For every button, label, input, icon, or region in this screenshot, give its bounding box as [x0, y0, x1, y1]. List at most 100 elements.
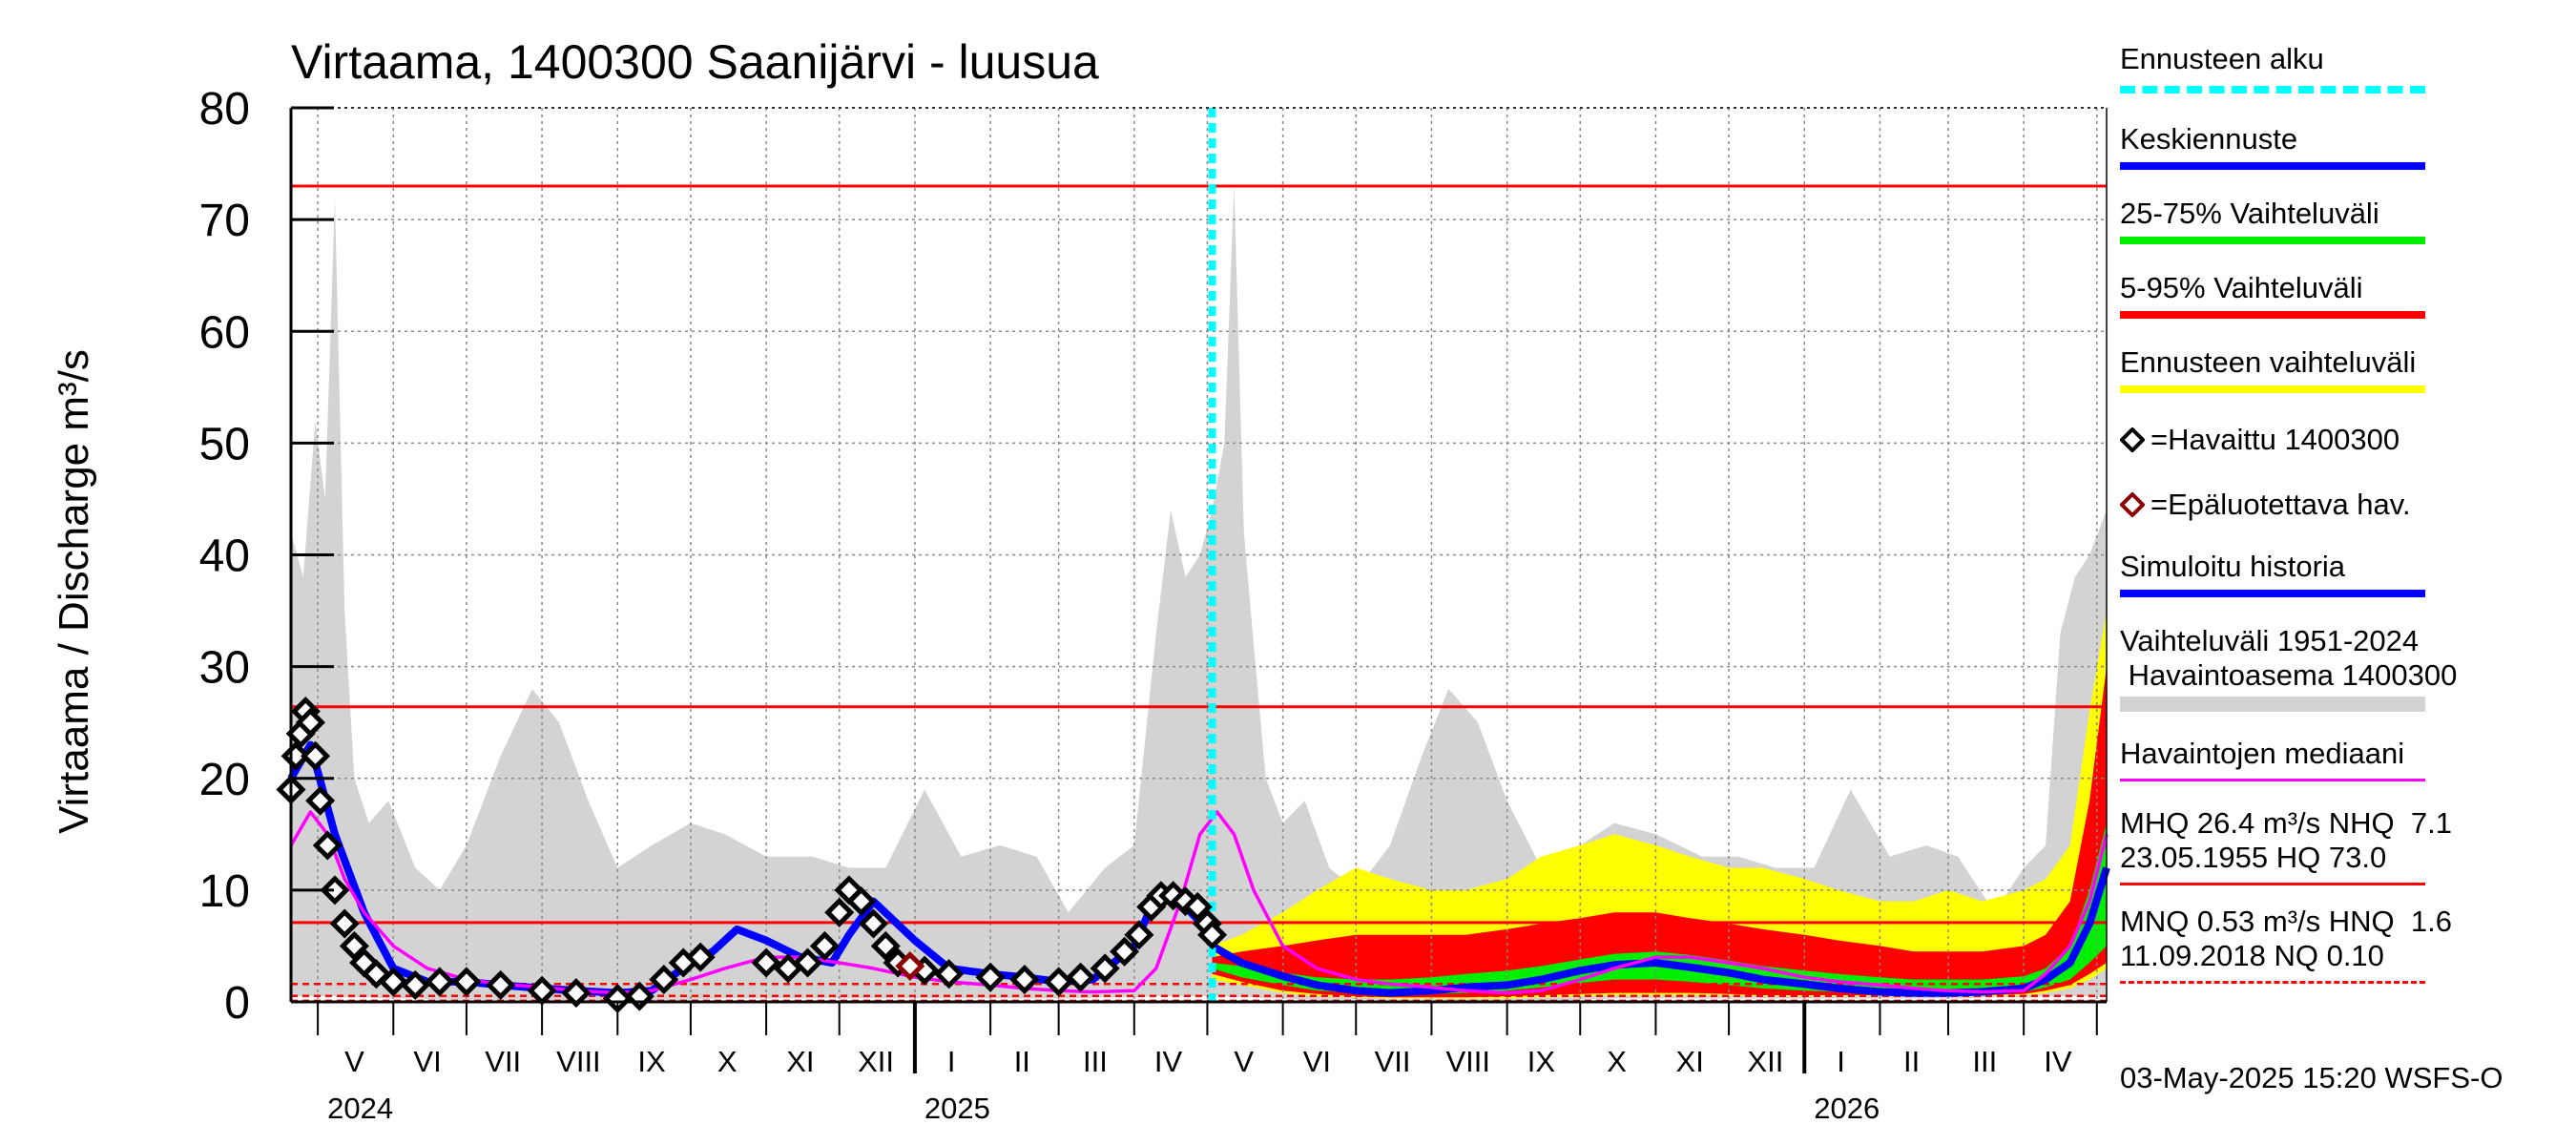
legend-forecast-start-swatch	[2120, 86, 2425, 94]
month-label-18: XI	[1676, 1045, 1704, 1078]
legend-simulated-swatch	[2120, 590, 2425, 597]
marker-0-25	[751, 947, 781, 978]
y-axis-label: Virtaama / Discharge m³/s	[51, 349, 97, 834]
marker-0-4	[295, 707, 325, 738]
marker-0-42	[1110, 936, 1140, 967]
legend-mean-forecast-swatch	[2120, 162, 2425, 170]
y-tick-label-80: 80	[199, 84, 250, 135]
month-label-20: I	[1837, 1045, 1845, 1078]
month-label-3: VIII	[556, 1045, 601, 1078]
legend-mnq: MNQ 0.53 m³/s HNQ 1.6 11.09.2018 NQ 0.10	[2120, 905, 2568, 984]
marker-0-33	[870, 930, 901, 961]
marker-0-24	[685, 942, 716, 972]
legend-range-5-95-label: 5-95% Vaihteluväli	[2120, 271, 2363, 304]
legend-mnq-label-1: MNQ 0.53 m³/s HNQ 1.6	[2120, 905, 2452, 938]
month-label-1: VI	[413, 1045, 441, 1078]
marker-0-48	[1182, 891, 1213, 922]
legend-hist-range: Vaihteluväli 1951-2024 Havaintoasema 140…	[2120, 624, 2568, 712]
legend-hist-range-label-1: Vaihteluväli 1951-2024	[2120, 624, 2420, 657]
legend-simulated: Simuloitu historia	[2120, 550, 2568, 597]
legend: Ennusteen alku Keskiennuste 25-75% Vaiht…	[2120, 42, 2568, 993]
month-label-19: XII	[1747, 1045, 1783, 1078]
legend-observed: =Havaittu 1400300	[2120, 420, 2568, 460]
month-label-12: V	[1234, 1045, 1254, 1078]
marker-0-39	[1044, 967, 1074, 997]
month-label-6: XI	[786, 1045, 814, 1078]
legend-observed-label: =Havaittu 1400300	[2150, 423, 2400, 456]
legend-range-5-95: 5-95% Vaihteluväli	[2120, 271, 2568, 319]
month-label-17: X	[1607, 1045, 1627, 1078]
month-label-15: VIII	[1445, 1045, 1490, 1078]
month-label-8: I	[947, 1045, 956, 1078]
legend-hist-range-swatch	[2120, 697, 2425, 712]
legend-mean-forecast-label: Keskiennuste	[2120, 122, 2298, 156]
marker-0-31	[846, 886, 877, 917]
month-label-7: XII	[858, 1045, 894, 1078]
year-label-2026: 2026	[1814, 1092, 1880, 1125]
legend-forecast-start: Ennusteen alku	[2120, 42, 2568, 94]
marker-0-10	[339, 930, 369, 961]
legend-mhq-label-2: 23.05.1955 HQ 73.0	[2120, 841, 2387, 874]
marker-0-8	[320, 875, 350, 906]
marker-1-0	[895, 950, 925, 982]
legend-range-25-75: 25-75% Vaihteluväli	[2120, 197, 2568, 244]
legend-median-swatch	[2120, 779, 2425, 781]
band-2	[1212, 666, 2107, 998]
y-tick-label-70: 70	[199, 196, 250, 246]
month-label-23: IV	[2044, 1045, 2072, 1078]
marker-0-7	[312, 830, 343, 861]
legend-forecast-start-label: Ennusteen alku	[2120, 42, 2324, 75]
marker-0-17	[486, 969, 516, 1000]
month-label-13: VI	[1303, 1045, 1331, 1078]
legend-simulated-label: Simuloitu historia	[2120, 550, 2346, 583]
marker-0-9	[329, 908, 360, 939]
marker-0-43	[1124, 920, 1154, 950]
legend-range-25-75-label: 25-75% Vaihteluväli	[2120, 197, 2379, 230]
legend-hist-range-label-2: Havaintoasema 1400300	[2120, 658, 2458, 692]
legend-mean-forecast: Keskiennuste	[2120, 122, 2568, 170]
marker-0-36	[934, 959, 965, 989]
legend-forecast-range: Ennusteen vaihteluväli	[2120, 345, 2568, 393]
chart-title: Virtaama, 1400300 Saanijärvi - luusua	[291, 35, 1099, 89]
marker-0-13	[378, 967, 408, 997]
month-label-4: IX	[637, 1045, 666, 1078]
month-label-22: III	[1972, 1045, 1997, 1078]
y-tick-label-0: 0	[224, 978, 250, 1029]
month-label-0: V	[344, 1045, 364, 1078]
marker-0-15	[425, 967, 455, 997]
legend-mnq-label-2: 11.09.2018 NQ 0.10	[2120, 939, 2384, 972]
grid-layer	[291, 107, 2107, 1002]
month-label-21: II	[1903, 1045, 1920, 1078]
marker-0-28	[809, 930, 840, 961]
legend-median-label: Havaintojen mediaani	[2120, 737, 2405, 770]
marker-0-38	[1009, 965, 1040, 995]
marker-0-41	[1090, 953, 1120, 984]
marker-0-29	[824, 897, 855, 927]
month-label-2: VII	[485, 1045, 521, 1078]
legend-unreliable: =Epäluotettava hav.	[2120, 485, 2568, 525]
month-label-14: VII	[1375, 1045, 1411, 1078]
marker-0-22	[649, 965, 679, 995]
legend-forecast-range-swatch	[2120, 385, 2425, 393]
band-1	[1212, 611, 2107, 999]
y-tick-label-20: 20	[199, 755, 250, 805]
legend-mnq-swatch	[2120, 981, 2425, 984]
legend-mhq-label-1: MHQ 26.4 m³/s NHQ 7.1	[2120, 806, 2452, 840]
marker-0-50	[1197, 920, 1228, 950]
marker-0-14	[400, 969, 430, 1000]
marker-0-37	[975, 962, 1006, 992]
legend-forecast-range-label: Ennusteen vaihteluväli	[2120, 345, 2417, 379]
month-label-9: II	[1014, 1045, 1030, 1078]
month-label-11: IV	[1154, 1045, 1183, 1078]
y-tick-label-60: 60	[199, 307, 250, 358]
y-tick-label-40: 40	[199, 531, 250, 582]
legend-range-5-95-swatch	[2120, 311, 2425, 319]
marker-0-16	[451, 967, 482, 997]
legend-mhq-swatch	[2120, 883, 2425, 885]
year-label-2025: 2025	[924, 1092, 990, 1125]
year-label-2024: 2024	[327, 1092, 393, 1125]
band-0	[291, 186, 2107, 1001]
band-layer	[291, 186, 2107, 1001]
marker-0-27	[792, 947, 823, 978]
